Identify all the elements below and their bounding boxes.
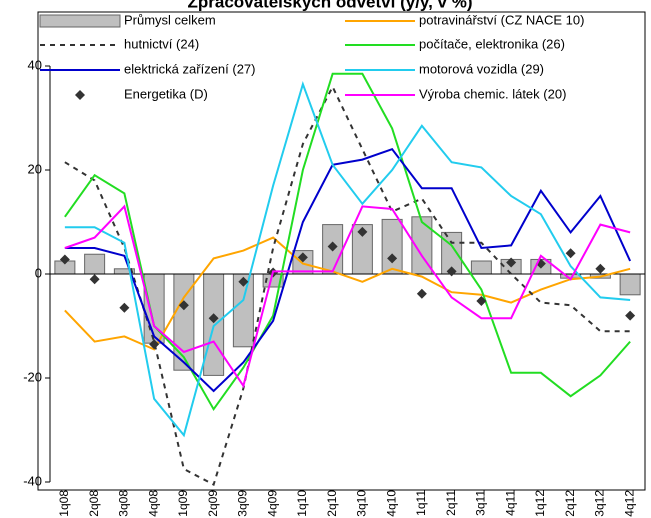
marker	[238, 276, 249, 287]
y-tick-label: -20	[23, 369, 42, 384]
x-tick-label: 3q08	[117, 490, 131, 517]
x-tick-label: 4q12	[622, 490, 636, 517]
line	[64, 81, 631, 438]
x-tick-label: 2q11	[444, 490, 458, 516]
marker	[625, 310, 636, 321]
y-tick-label: 40	[28, 57, 42, 72]
x-tick-label: 1q10	[295, 490, 309, 517]
marker	[208, 313, 219, 324]
legend-label: počítače, elektronika (26)	[419, 36, 565, 51]
line	[64, 84, 631, 487]
legend-swatch	[75, 90, 85, 100]
marker	[89, 274, 100, 285]
marker	[297, 252, 308, 263]
marker	[446, 266, 457, 277]
marker	[178, 300, 189, 311]
marker	[416, 288, 427, 299]
bar	[84, 253, 106, 275]
legend-label: Energetika (D)	[124, 86, 208, 101]
y-tick-label: 20	[28, 161, 42, 176]
marker	[595, 263, 606, 274]
x-tick-label: 3q10	[355, 490, 369, 517]
bar	[381, 218, 403, 275]
x-tick-label: 3q11	[474, 490, 488, 516]
line	[64, 148, 632, 393]
bar	[470, 260, 492, 275]
marker	[387, 253, 398, 264]
x-tick-label: 2q12	[563, 490, 577, 517]
x-tick-label: 2q09	[206, 490, 220, 517]
marker	[327, 241, 338, 252]
y-tick-label: -40	[23, 473, 42, 488]
legend-label: elektrická zařízení (27)	[124, 61, 256, 76]
legend-label: Průmysl celkem	[124, 12, 216, 27]
x-tick-label: 1q08	[57, 490, 71, 517]
marker	[149, 339, 160, 350]
x-tick-label: 3q12	[593, 490, 607, 517]
line	[64, 204, 631, 389]
x-tick-label: 3q09	[236, 490, 250, 517]
marker	[476, 296, 487, 307]
marker	[59, 254, 70, 265]
chart-title: Zpracovatelských odvětví (y/y, v %)	[187, 0, 472, 11]
x-tick-label: 4q09	[265, 490, 279, 517]
marker	[506, 257, 517, 268]
x-tick-label: 4q08	[146, 490, 160, 517]
bar	[619, 273, 641, 296]
line	[64, 72, 631, 412]
marker	[119, 302, 130, 313]
legend-label: motorová vozidla (29)	[419, 61, 544, 76]
x-tick-label: 4q10	[384, 490, 398, 517]
x-tick-label: 1q12	[533, 490, 547, 517]
x-tick-label: 1q11	[414, 490, 428, 516]
legend-label: Výroba chemic. látek (20)	[419, 86, 566, 101]
x-tick-label: 1q09	[176, 490, 190, 517]
legend-swatch	[39, 14, 121, 28]
marker	[565, 248, 576, 259]
marker	[357, 226, 368, 237]
x-tick-label: 2q08	[87, 490, 101, 517]
y-tick-label: 0	[35, 265, 42, 280]
legend-label: potravinářství (CZ NACE 10)	[419, 12, 584, 27]
x-tick-label: 2q10	[325, 490, 339, 517]
legend-label: hutnictví (24)	[124, 36, 199, 51]
x-tick-label: 4q11	[503, 490, 517, 516]
plot-frame	[37, 11, 646, 491]
